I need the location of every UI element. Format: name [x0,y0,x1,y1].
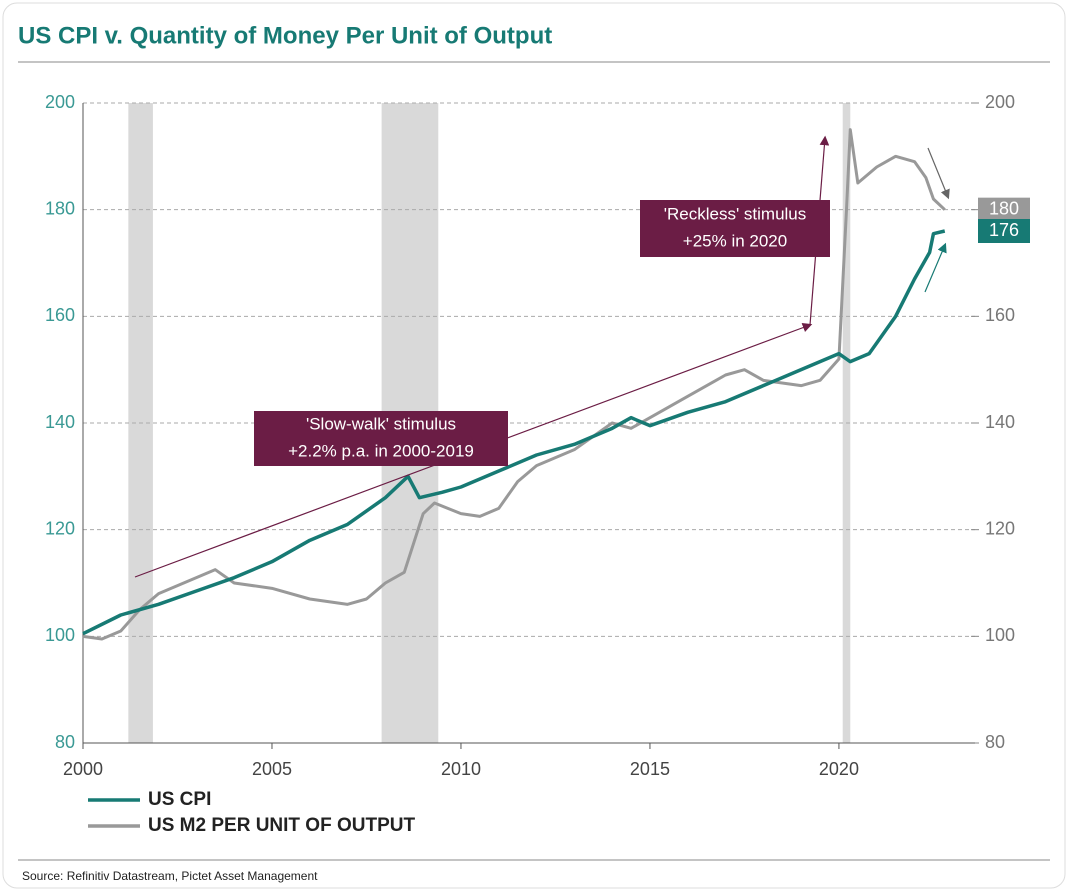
end-label: 180 [989,198,1019,218]
y-tick-label: 140 [45,412,75,432]
y2-tick-label: 100 [985,625,1015,645]
y2-tick-label: 140 [985,412,1015,432]
annotation-text: +25% in 2020 [683,231,787,250]
x-tick-label: 2000 [63,759,103,779]
legend-label: US CPI [148,789,211,810]
m2-arrow [927,147,950,200]
end-label: 176 [989,220,1019,240]
series-line [82,229,946,636]
y2-tick-label: 80 [985,732,1005,752]
annotation-box [640,200,830,257]
y-tick-label: 200 [45,92,75,112]
cpi-arrow [924,242,947,293]
y-tick-label: 80 [55,732,75,752]
y-tick-label: 100 [45,625,75,645]
end-label-box [978,197,1030,222]
legend-label: US M2 PER UNIT OF OUTPUT [148,815,415,836]
y-tick-label: 160 [45,305,75,325]
annotation-box [254,411,508,466]
annotation-text: +2.2% p.a. in 2000-2019 [288,441,474,460]
annotation-text: 'Reckless' stimulus [664,204,807,223]
end-label-box [978,219,1030,243]
x-tick-label: 2005 [252,759,292,779]
chart-title: US CPI v. Quantity of Money Per Unit of … [18,22,552,49]
y2-tick-label: 160 [985,305,1015,325]
x-tick-label: 2020 [819,759,859,779]
x-tick-label: 2015 [630,759,670,779]
y-tick-label: 180 [45,198,75,218]
x-tick-label: 2010 [441,759,481,779]
source: Source: Refinitiv Datastream, Pictet Ass… [22,869,318,883]
y2-tick-label: 120 [985,518,1015,538]
y2-tick-label: 200 [985,92,1015,112]
y-tick-label: 120 [45,518,75,538]
annotation-text: 'Slow-walk' stimulus [306,414,456,433]
